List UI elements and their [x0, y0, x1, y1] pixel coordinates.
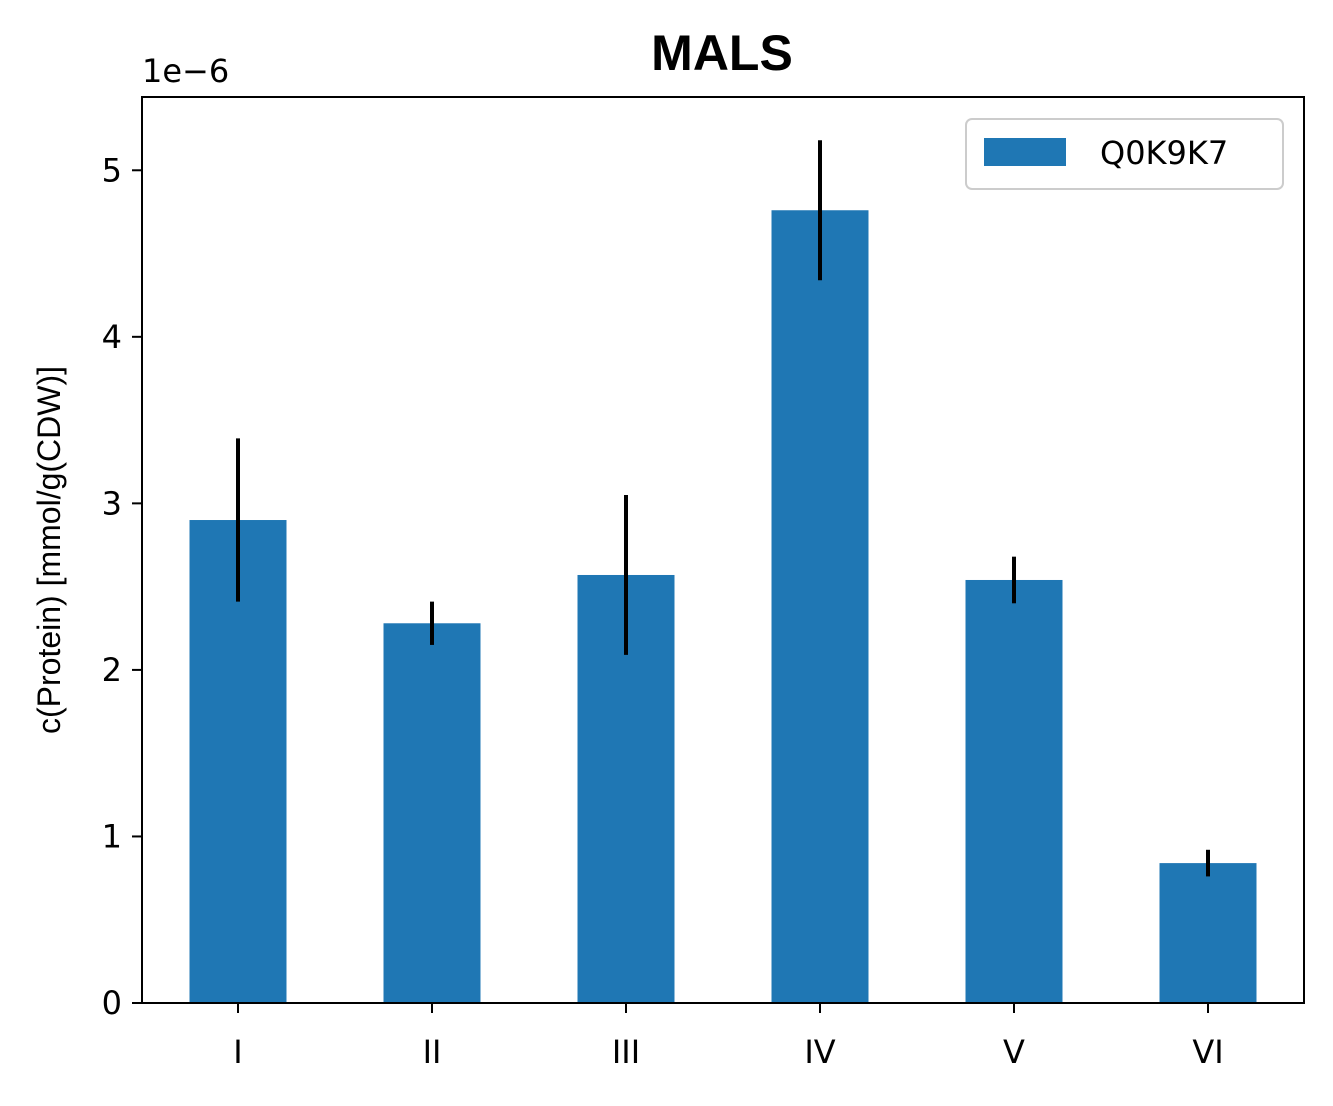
legend: Q0K9K7	[965, 118, 1284, 190]
y-scale-label: 1e−6	[142, 52, 229, 90]
x-tick-label-II: II	[423, 1033, 442, 1071]
plot-frame	[141, 96, 1305, 1004]
error-bars-layer	[236, 140, 1210, 877]
x-tick-label-IV: IV	[804, 1033, 835, 1071]
legend-box	[965, 118, 1284, 190]
chart-title: MALS	[651, 25, 793, 81]
legend-swatch	[984, 138, 1066, 166]
y-axis-label: c(Protein) [mmol/g(CDW)]	[31, 366, 67, 734]
x-tick-label-III: III	[612, 1033, 640, 1071]
y-tick-label-2: 2	[102, 651, 122, 689]
y-axis-ticks: 0 1 2 3 4 5	[102, 151, 142, 1022]
y-tick-label-1: 1	[102, 817, 122, 855]
x-tick-label-V: V	[1003, 1033, 1025, 1071]
y-tick-label-0: 0	[102, 984, 122, 1022]
bar-V	[965, 579, 1063, 1003]
y-tick-label-4: 4	[102, 318, 122, 356]
bar-IV	[771, 210, 869, 1003]
bar-II	[383, 623, 481, 1003]
x-axis-ticks: I II III IV V VI	[233, 1003, 1224, 1071]
x-tick-label-I: I	[233, 1033, 242, 1071]
y-tick-label-3: 3	[102, 484, 122, 522]
x-tick-label-VI: VI	[1192, 1033, 1223, 1071]
legend-label: Q0K9K7	[1100, 134, 1228, 172]
bar-VI	[1159, 863, 1257, 1003]
y-tick-label-5: 5	[102, 151, 122, 189]
